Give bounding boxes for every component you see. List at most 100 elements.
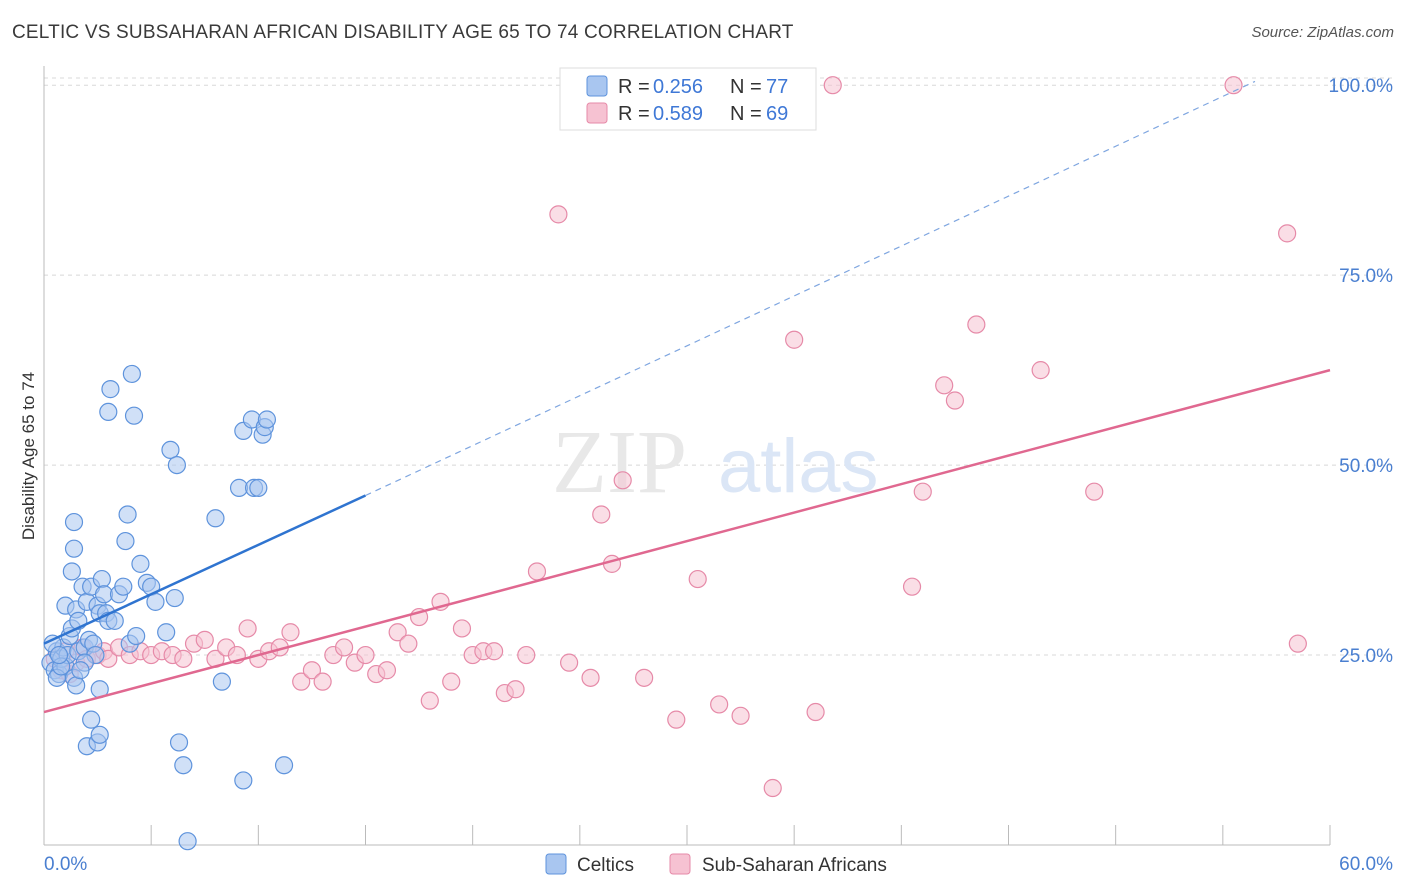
ssa-point-60 <box>731 706 750 725</box>
legend-r-label-ssa: R = <box>618 103 650 125</box>
bottom-legend-celtics: Celtics <box>577 855 634 876</box>
celtics-point-62 <box>206 509 225 528</box>
series-sub-saharan-points <box>45 76 1307 798</box>
ssa-point-55 <box>613 471 632 490</box>
ssa-point-65 <box>913 482 932 501</box>
ssa-point-73 <box>1278 224 1297 243</box>
grid-lines <box>44 77 1392 656</box>
ssa-point-39 <box>420 691 439 710</box>
y-tick-label-1: 50.0% <box>1339 456 1393 477</box>
ssa-point-53 <box>592 505 611 524</box>
celtics-point-63 <box>212 672 231 691</box>
chart-title: CELTIC VS SUBSAHARAN AFRICAN DISABILITY … <box>12 22 794 43</box>
celtics-point-37 <box>99 402 118 422</box>
legend-n-label-celtics: N = <box>730 76 762 98</box>
ssa-point-68 <box>967 315 986 334</box>
trend-line-celtics <box>43 494 367 645</box>
ssa-point-33 <box>356 645 375 665</box>
legend-r-label-celtics: R = <box>618 76 650 98</box>
celtics-point-61 <box>174 756 193 775</box>
ssa-point-18 <box>195 630 214 649</box>
ssa-point-16 <box>174 649 193 668</box>
ssa-point-22 <box>238 619 257 638</box>
celtics-point-76 <box>71 661 90 680</box>
celtics-point-46 <box>118 505 137 524</box>
watermark: ZIP atlas <box>552 413 879 512</box>
celtics-point-72 <box>257 410 277 429</box>
x-tick-label-1: 60.0% <box>1339 854 1393 875</box>
ssa-point-70 <box>1085 482 1104 501</box>
ssa-point-45 <box>485 642 504 661</box>
trend-lines <box>43 80 1331 714</box>
legend-n-label-ssa: N = <box>730 103 762 125</box>
celtics-point-50 <box>131 554 150 573</box>
ssa-point-48 <box>517 645 536 665</box>
axes <box>43 66 1331 846</box>
celtics-point-73 <box>274 756 294 775</box>
ssa-point-59 <box>710 695 729 714</box>
ssa-point-63 <box>806 702 825 722</box>
legend-swatch-ssa <box>586 102 608 124</box>
ssa-point-61 <box>763 778 782 798</box>
legend-r-value-celtics: 0.256 <box>653 76 703 98</box>
celtics-point-59 <box>169 733 189 752</box>
celtics-point-41 <box>90 725 109 744</box>
celtics-point-66 <box>234 771 253 790</box>
ssa-point-62 <box>785 330 804 349</box>
source-label: Source: ZipAtlas.com <box>1251 24 1394 41</box>
ssa-point-29 <box>313 672 332 691</box>
ssa-point-36 <box>388 623 407 642</box>
ssa-point-67 <box>945 391 965 410</box>
celtics-point-54 <box>127 626 146 646</box>
ssa-point-56 <box>635 668 654 687</box>
celtics-point-75 <box>49 645 69 665</box>
celtics-point-18 <box>64 539 84 558</box>
y-tick-label-0: 25.0% <box>1339 646 1393 667</box>
series-celtics-points <box>41 364 294 851</box>
ssa-point-37 <box>399 634 418 653</box>
ssa-point-27 <box>292 672 311 691</box>
bottom-legend-ssa: Sub-Saharan Africans <box>702 855 887 876</box>
x-tick-label-0: 0.0% <box>44 854 87 875</box>
ssa-point-57 <box>667 710 686 729</box>
trend-line-celtics-extension <box>365 80 1256 497</box>
watermark-atlas: atlas <box>718 424 879 509</box>
celtics-point-58 <box>167 455 186 475</box>
ssa-point-49 <box>527 562 547 581</box>
celtics-point-32 <box>92 569 111 589</box>
celtics-point-57 <box>165 588 184 608</box>
ssa-point-52 <box>581 668 600 687</box>
ssa-point-64 <box>902 577 922 596</box>
celtics-point-45 <box>116 531 135 551</box>
celtics-point-38 <box>82 710 101 729</box>
ssa-point-28 <box>302 661 322 680</box>
ssa-point-26 <box>281 623 300 642</box>
x-tick-labels: 0.0% 60.0% <box>44 854 1393 875</box>
y-tick-labels: 25.0% 50.0% 75.0% 100.0% <box>1329 76 1394 667</box>
ssa-point-41 <box>442 672 461 691</box>
legend-n-value-ssa: 69 <box>766 103 788 125</box>
ssa-point-35 <box>377 661 397 680</box>
ssa-point-42 <box>452 619 472 638</box>
watermark-zip: ZIP <box>552 413 687 512</box>
celtics-point-14 <box>67 676 86 695</box>
ssa-point-31 <box>334 638 354 657</box>
celtics-point-44 <box>114 577 133 596</box>
celtics-point-49 <box>124 406 144 425</box>
celtics-point-55 <box>157 623 176 642</box>
ssa-point-51 <box>560 653 579 672</box>
celtics-point-48 <box>122 364 141 384</box>
legend-n-value-celtics: 77 <box>766 76 788 98</box>
y-tick-label-2: 75.0% <box>1339 266 1393 287</box>
ssa-point-58 <box>688 569 707 589</box>
bottom-legend-swatch-ssa <box>669 853 691 875</box>
legend-swatch-celtics <box>586 75 608 97</box>
celtics-point-56 <box>161 440 180 460</box>
legend-r-value-ssa: 0.589 <box>653 103 703 125</box>
bottom-legend: Celtics Sub-Saharan Africans <box>545 853 887 876</box>
ssa-point-74 <box>1288 634 1307 653</box>
celtics-point-19 <box>64 512 84 532</box>
celtics-point-69 <box>249 478 268 497</box>
bottom-legend-swatch-celtics <box>545 853 567 875</box>
